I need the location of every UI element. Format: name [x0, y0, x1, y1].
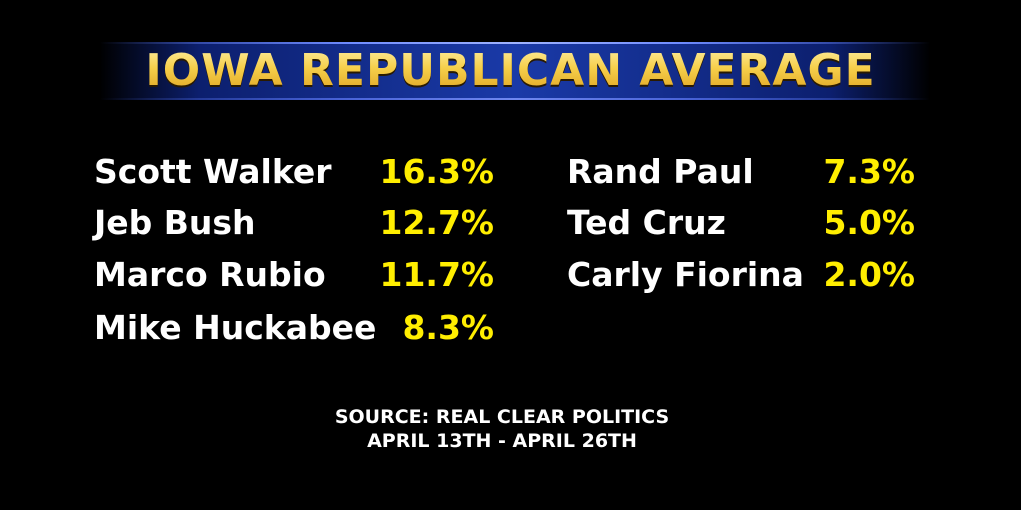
candidate-value: 11.7% — [379, 255, 495, 294]
candidate-value: 5.0% — [823, 203, 915, 242]
table-row: Ted Cruz 5.0% — [567, 198, 915, 248]
candidate-name: Mike Huckabee — [94, 308, 377, 347]
candidate-value: 2.0% — [823, 255, 915, 294]
candidate-value: 16.3% — [379, 152, 495, 191]
candidate-name: Scott Walker — [94, 152, 332, 191]
title-shadow: IOWA REPUBLICAN AVERAGE — [0, 44, 1021, 102]
table-row: Mike Huckabee 8.3% — [94, 303, 494, 353]
table-row: Scott Walker 16.3% — [94, 147, 494, 197]
chart-title: IOWA REPUBLICAN AVERAGE — [0, 42, 1021, 100]
candidate-name: Carly Fiorina — [567, 255, 804, 294]
title-banner — [100, 42, 930, 100]
table-row: Carly Fiorina 2.0% — [567, 250, 915, 300]
candidate-value: 8.3% — [402, 308, 494, 347]
candidate-name: Jeb Bush — [94, 203, 256, 242]
candidate-name: Rand Paul — [567, 152, 754, 191]
candidate-value: 7.3% — [823, 152, 915, 191]
candidate-name: Marco Rubio — [94, 255, 326, 294]
candidate-value: 12.7% — [379, 203, 495, 242]
table-row: Marco Rubio 11.7% — [94, 250, 494, 300]
table-row: Jeb Bush 12.7% — [94, 198, 494, 248]
candidate-name: Ted Cruz — [567, 203, 726, 242]
source-line: SOURCE: REAL CLEAR POLITICS — [334, 406, 670, 428]
date-range-line: APRIL 13TH - APRIL 26TH — [367, 430, 637, 452]
table-row: Rand Paul 7.3% — [567, 147, 915, 197]
